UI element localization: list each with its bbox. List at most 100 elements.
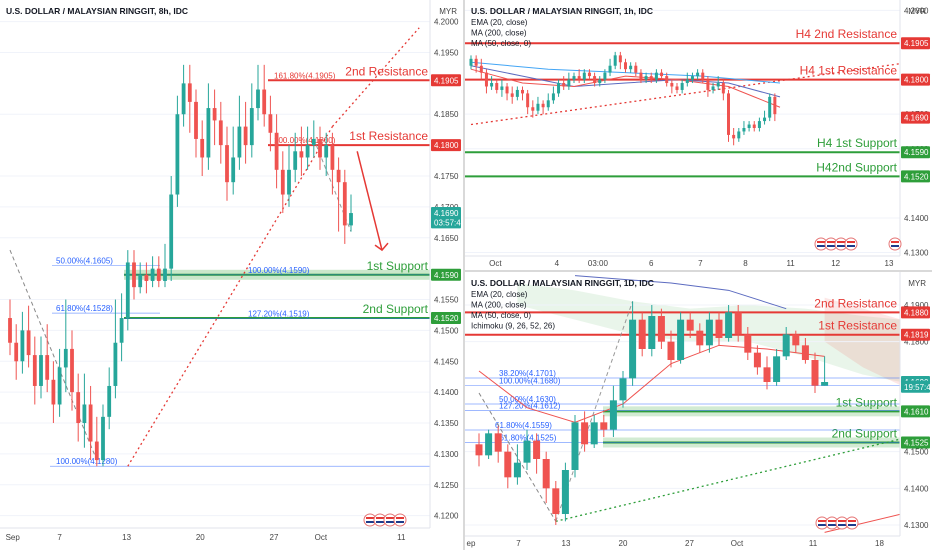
candle xyxy=(485,429,493,459)
event-flag-icon[interactable] xyxy=(825,516,839,530)
event-flag-stripe xyxy=(828,524,836,526)
candle xyxy=(484,69,488,94)
price-tag xyxy=(901,380,930,393)
candle-body xyxy=(603,72,607,80)
event-flag-stripe xyxy=(396,517,404,519)
candle-body xyxy=(280,169,285,195)
event-flag-stripe xyxy=(827,241,835,243)
candle-body xyxy=(256,89,260,109)
date-tick: 13 xyxy=(122,533,131,542)
candle-body xyxy=(515,89,519,97)
event-flag-stripe xyxy=(366,521,374,523)
fib-label: 161.80%(4.1905) xyxy=(274,71,336,80)
candle xyxy=(715,312,723,346)
price-tick: 4.1950 xyxy=(434,48,459,57)
price-tag-text: 4.1525 xyxy=(904,439,929,448)
candle-body xyxy=(552,488,560,514)
candle xyxy=(792,330,800,353)
price-tag-text: 4.1819 xyxy=(904,331,929,340)
candle-body xyxy=(469,58,473,66)
fib-label: 100.00%(4.1800) xyxy=(274,136,336,145)
candle-body xyxy=(600,422,608,430)
indicator-legend[interactable]: MA (50, close, 0) xyxy=(471,39,531,48)
indicator-legend[interactable]: MA (200, close) xyxy=(471,301,527,310)
date-tick: Oct xyxy=(731,539,744,548)
candle-body xyxy=(648,316,656,349)
candle-body xyxy=(57,367,62,405)
event-flag-icon[interactable] xyxy=(815,516,829,530)
price-tag xyxy=(901,37,930,50)
date-tick: 03:00 xyxy=(588,259,609,268)
event-flag-icon[interactable] xyxy=(845,516,859,530)
chart-1d[interactable]: 2nd Resistance 1st Resistance 1st Support 2… xyxy=(465,272,932,550)
price-tick: 4.1500 xyxy=(904,448,929,457)
candle-body xyxy=(744,334,752,353)
candle-body xyxy=(782,334,790,357)
candle-body xyxy=(26,330,31,356)
candle xyxy=(526,89,530,115)
candle xyxy=(552,481,560,525)
event-flag-stripe xyxy=(838,520,846,522)
price-tick: 4.1300 xyxy=(904,249,929,258)
uptrend-line xyxy=(555,438,902,522)
candle xyxy=(231,126,236,195)
candle-body xyxy=(484,72,488,87)
candle-body xyxy=(132,262,136,288)
candle xyxy=(132,250,136,300)
candle xyxy=(119,293,124,362)
panel-divider-horizontal[interactable] xyxy=(465,270,932,272)
event-flag-icon[interactable] xyxy=(888,237,902,251)
chart-8h[interactable]: 2nd Resistance 1st Resistance 1st Support 2… xyxy=(0,0,463,550)
candle-body xyxy=(76,392,81,424)
chart-symbol-title[interactable]: U.S. DOLLAR / MALAYSIAN RINGGIT, 1D, IDC xyxy=(471,278,654,288)
date-tick: 13 xyxy=(885,259,894,268)
panel-divider-vertical[interactable] xyxy=(463,0,465,550)
candle xyxy=(546,93,550,111)
event-flag-icon[interactable] xyxy=(393,513,407,527)
currency-label: MYR xyxy=(908,279,926,288)
price-tag-text: 4.1800 xyxy=(434,141,459,150)
candle-body xyxy=(696,330,704,346)
candle xyxy=(515,86,519,101)
indicator-legend[interactable]: EMA (20, close) xyxy=(471,18,528,27)
price-tag xyxy=(431,216,461,229)
candle-body xyxy=(639,72,643,80)
event-flag-icon[interactable] xyxy=(383,513,397,527)
price-tick: 4.1650 xyxy=(434,234,459,243)
candle xyxy=(782,327,790,360)
candle-body xyxy=(138,274,143,288)
candle-body xyxy=(711,86,715,90)
indicator-legend[interactable]: MA (200, close) xyxy=(471,29,527,38)
candle xyxy=(711,83,715,94)
candle xyxy=(639,69,643,84)
price-tick: 4.1250 xyxy=(434,481,459,490)
indicator-legend[interactable]: MA (50, close, 0) xyxy=(471,311,531,320)
chart-symbol-title[interactable]: U.S. DOLLAR / MALAYSIAN RINGGIT, 8h, IDC xyxy=(6,6,188,16)
candle xyxy=(513,444,521,485)
candle xyxy=(551,86,555,104)
candle xyxy=(590,415,598,448)
candle xyxy=(495,79,499,94)
candle-body xyxy=(619,378,627,401)
event-flag-icon[interactable] xyxy=(824,237,838,251)
event-flag-stripe xyxy=(818,524,826,526)
event-flag-icon[interactable] xyxy=(844,237,858,251)
fib-label: 61.80%(4.1528) xyxy=(56,304,113,313)
indicator-legend[interactable]: Ichimoku (9, 26, 52, 26) xyxy=(471,322,555,331)
candle xyxy=(598,76,602,87)
event-flag-stripe xyxy=(817,245,825,247)
indicator-legend[interactable]: EMA (20, close) xyxy=(471,290,528,299)
fib-label: 127.20%(4.1612) xyxy=(499,402,561,411)
event-flag-icon[interactable] xyxy=(834,237,848,251)
date-tick: 20 xyxy=(619,539,628,548)
candle xyxy=(619,371,627,408)
event-flag-icon[interactable] xyxy=(363,513,377,527)
candle-body xyxy=(212,108,217,121)
chart-symbol-title[interactable]: U.S. DOLLAR / MALAYSIAN RINGGIT, 1h, IDC xyxy=(471,6,653,16)
candle xyxy=(685,72,689,87)
candle-body xyxy=(644,76,648,80)
event-flag-stripe xyxy=(828,520,836,522)
candle xyxy=(474,55,478,73)
